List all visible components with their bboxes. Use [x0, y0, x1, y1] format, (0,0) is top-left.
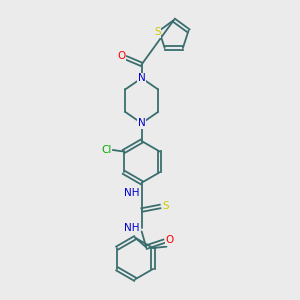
Text: Cl: Cl — [101, 145, 112, 155]
Text: S: S — [154, 27, 161, 37]
Text: N: N — [138, 118, 146, 128]
Text: O: O — [165, 236, 173, 245]
Text: O: O — [117, 51, 125, 62]
Text: NH: NH — [124, 188, 140, 198]
Text: NH: NH — [124, 223, 140, 233]
Text: S: S — [163, 201, 170, 211]
Text: N: N — [138, 73, 146, 83]
